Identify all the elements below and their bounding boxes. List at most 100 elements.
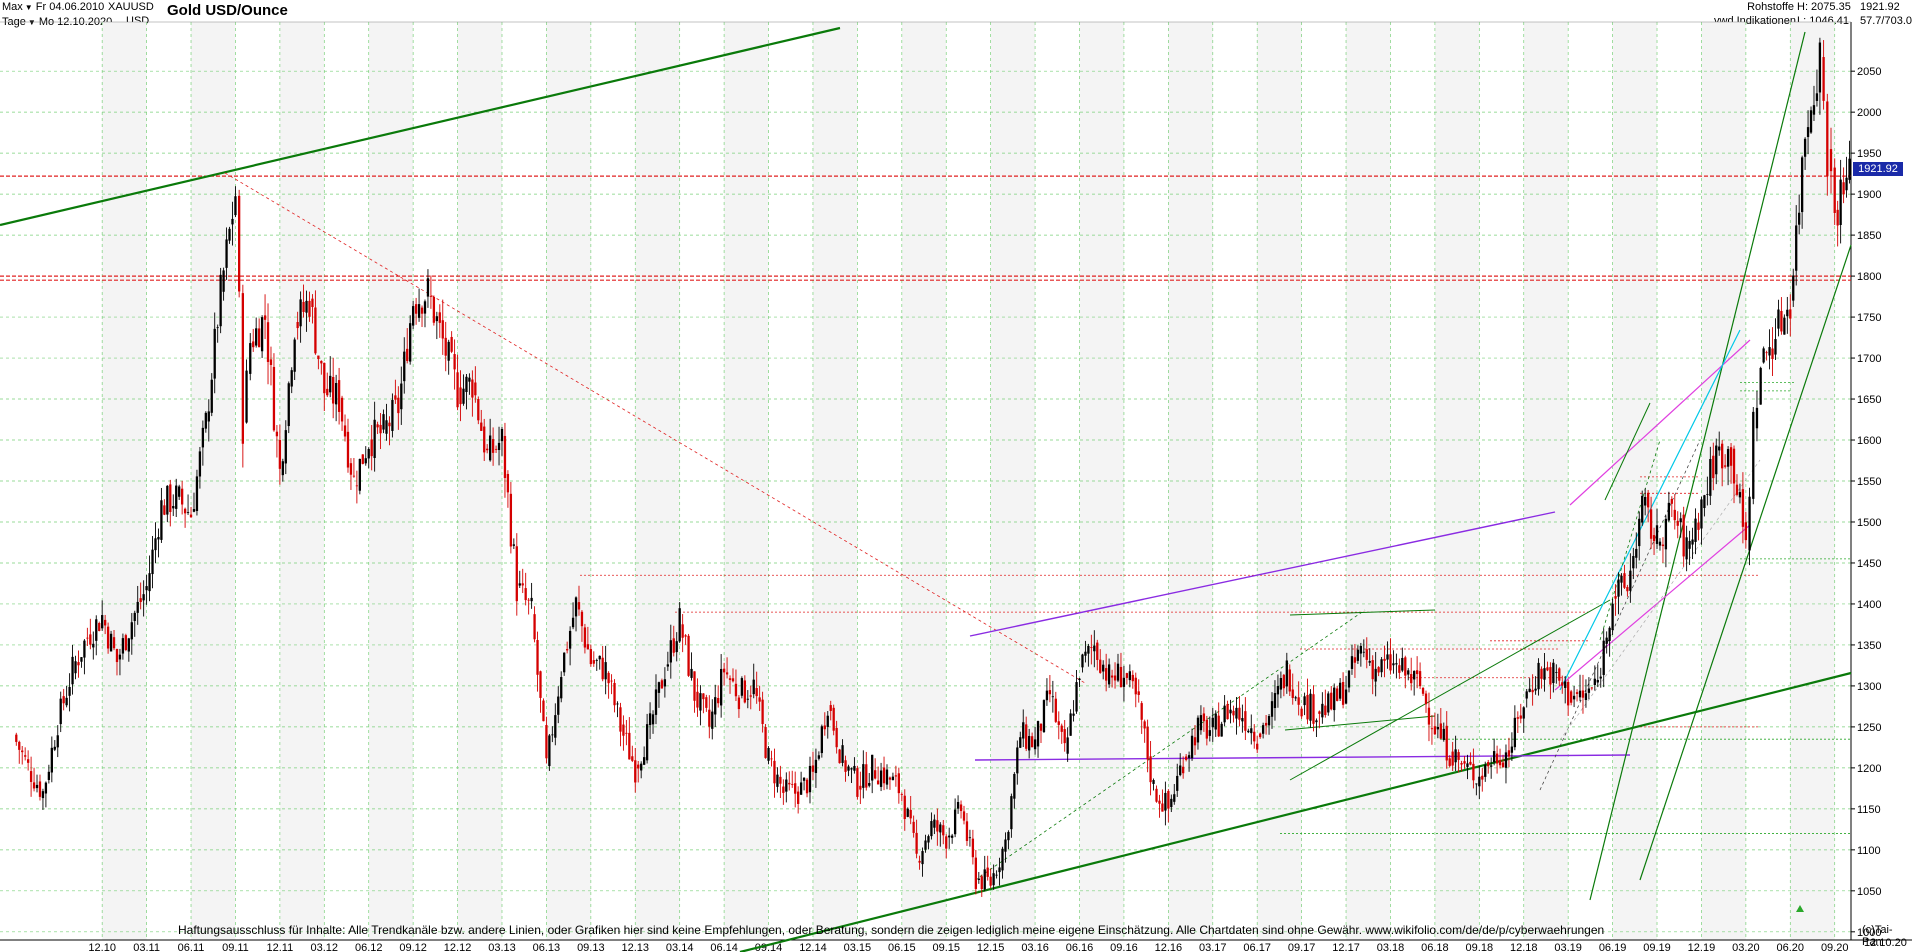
candle-body [1158, 800, 1161, 804]
candle-body [1593, 678, 1596, 686]
candle-body [1629, 570, 1632, 591]
candle-body [1087, 645, 1090, 654]
candle-body [216, 327, 219, 329]
candle-body [376, 424, 379, 428]
candle-body [1096, 642, 1099, 660]
candle-body [394, 395, 397, 400]
candle-body [1572, 695, 1576, 700]
candle-body [1661, 544, 1665, 547]
candle-body [743, 680, 746, 703]
range-selector[interactable]: Max ▼ Fr 04.06.2010 [2, 1, 105, 13]
candle-body [361, 454, 364, 464]
candle-body [696, 691, 699, 708]
candle-body [897, 773, 900, 794]
candle-body [1250, 728, 1253, 734]
x-tick-label: 12.14 [799, 942, 827, 952]
candle-body [871, 754, 874, 781]
candle-body [1193, 737, 1197, 746]
candle-body [1472, 763, 1475, 781]
x-tick-label: 06.15 [888, 942, 916, 952]
candle-body [503, 435, 507, 479]
candle-body [53, 746, 56, 750]
candle-body [257, 328, 261, 348]
dropdown-arrow-icon: ▼ [24, 3, 33, 12]
candle-body [269, 359, 273, 365]
candle-body [1842, 182, 1845, 195]
candle-body [204, 412, 207, 429]
candle-body [429, 296, 433, 297]
candle-body [1768, 347, 1771, 356]
candle-body [1679, 518, 1682, 523]
candle-body [1504, 752, 1508, 768]
candle-body [1552, 662, 1555, 684]
candle-body [213, 328, 216, 379]
candle-body [1093, 645, 1096, 652]
candle-body [1655, 525, 1659, 544]
candle-body [1214, 713, 1217, 730]
candle-body [1327, 693, 1330, 713]
candle-body [296, 322, 299, 329]
candle-body [879, 770, 883, 787]
candle-body [1839, 179, 1842, 225]
candle-body [1652, 535, 1656, 542]
candle-body [1682, 514, 1685, 557]
candle-body [989, 876, 992, 886]
candle-body [648, 713, 652, 726]
candle-body [1075, 682, 1078, 712]
candle-body [1712, 455, 1715, 479]
candle-body [939, 824, 942, 833]
candle-body [1700, 499, 1703, 529]
candle-body [1439, 723, 1442, 739]
x-tick-label: 03.15 [844, 942, 872, 952]
y-tick-label: 1250 [1857, 722, 1881, 734]
candle-body [186, 512, 190, 513]
candle-body [1395, 663, 1398, 665]
candle-body [557, 696, 560, 715]
candle-body [1084, 651, 1087, 656]
candle-body [1418, 671, 1422, 687]
candle-body [1798, 212, 1801, 225]
candle-body [456, 372, 459, 408]
x-tick-label: 06.17 [1243, 942, 1271, 952]
candle-body [1803, 138, 1807, 157]
candle-body [1253, 731, 1256, 742]
candle-body [1729, 447, 1733, 466]
candle-body [1448, 758, 1451, 766]
candle-body [92, 643, 95, 648]
candle-body [1184, 756, 1188, 760]
candle-body [1534, 688, 1537, 691]
candle-body [426, 278, 430, 297]
candle-body [1626, 587, 1629, 592]
candle-body [329, 375, 332, 393]
trend-line [1284, 715, 1436, 731]
candle-body [773, 760, 776, 784]
x-tick-label: 09.19 [1643, 942, 1671, 952]
candle-body [1016, 747, 1019, 774]
candle-body [192, 509, 196, 512]
candle-body [62, 696, 65, 704]
candle-body [1484, 764, 1487, 777]
candle-body [684, 635, 687, 637]
candle-body [805, 779, 809, 794]
candle-body [1149, 756, 1152, 783]
candle-body [142, 594, 145, 601]
candle-body [15, 734, 18, 742]
candle-body [974, 857, 977, 889]
y-axis-labels: 1000 1050 1100 1150 1200 1250 1300 1350 1400 1450… [1851, 66, 1881, 939]
candle-body [1516, 717, 1519, 719]
candle-body [352, 475, 356, 477]
candle-body [311, 298, 314, 308]
candle-body [1561, 682, 1564, 686]
candle-body [752, 679, 755, 695]
x-tick-label: 06.18 [1421, 942, 1449, 952]
candle-body [637, 764, 640, 769]
candle-body [1122, 677, 1126, 687]
candle-body [166, 485, 169, 515]
candle-body [1501, 762, 1505, 768]
candle-body [823, 725, 826, 730]
candle-body [1054, 698, 1057, 722]
candle-body [767, 747, 770, 761]
candle-body [50, 747, 53, 773]
candle-body [1386, 654, 1389, 660]
